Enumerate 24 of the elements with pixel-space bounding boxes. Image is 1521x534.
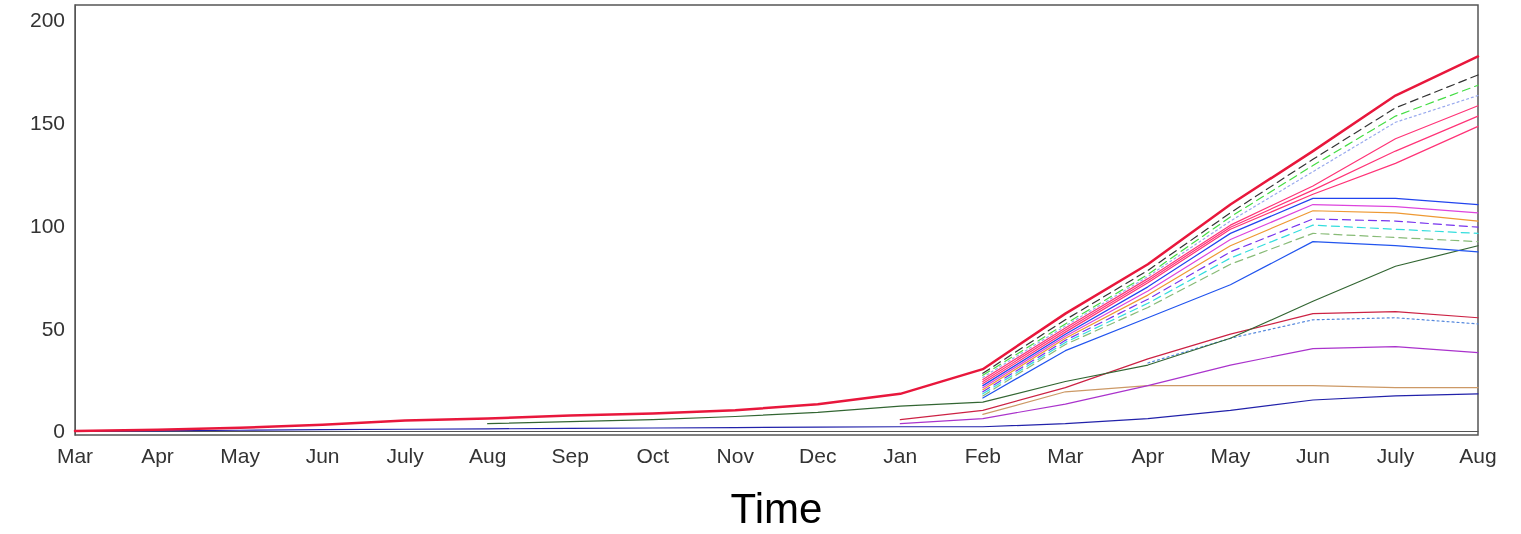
- x-tick-label: Aug: [1459, 444, 1497, 467]
- x-tick-label: July: [1376, 444, 1415, 467]
- x-tick-label: Feb: [964, 444, 1001, 467]
- x-tick-label: Jan: [883, 444, 918, 467]
- y-tick-label: 100: [29, 213, 65, 237]
- x-tick-label: Jun: [1296, 444, 1330, 467]
- x-tick-label: Aug: [468, 444, 507, 467]
- x-tick-label: May: [220, 444, 261, 467]
- x-tick-label: Sep: [551, 444, 589, 467]
- y-tick-label: 150: [29, 110, 65, 134]
- x-tick-label: Mar: [1047, 444, 1084, 467]
- x-tick-label: Jun: [305, 444, 340, 467]
- x-tick-label: Apr: [141, 444, 174, 467]
- y-tick-label: 50: [41, 316, 65, 340]
- x-tick-label: May: [1210, 444, 1251, 467]
- x-tick-label: Apr: [1131, 444, 1165, 467]
- x-tick-label: Mar: [56, 444, 94, 467]
- x-tick-label: Nov: [716, 444, 755, 467]
- y-tick-label: 0: [53, 419, 65, 443]
- x-tick-label: Dec: [799, 444, 837, 467]
- x-tick-label: Oct: [636, 444, 670, 467]
- y-tick-label: 200: [29, 7, 65, 31]
- x-axis-title: Time: [730, 484, 823, 532]
- x-tick-label: July: [386, 444, 425, 467]
